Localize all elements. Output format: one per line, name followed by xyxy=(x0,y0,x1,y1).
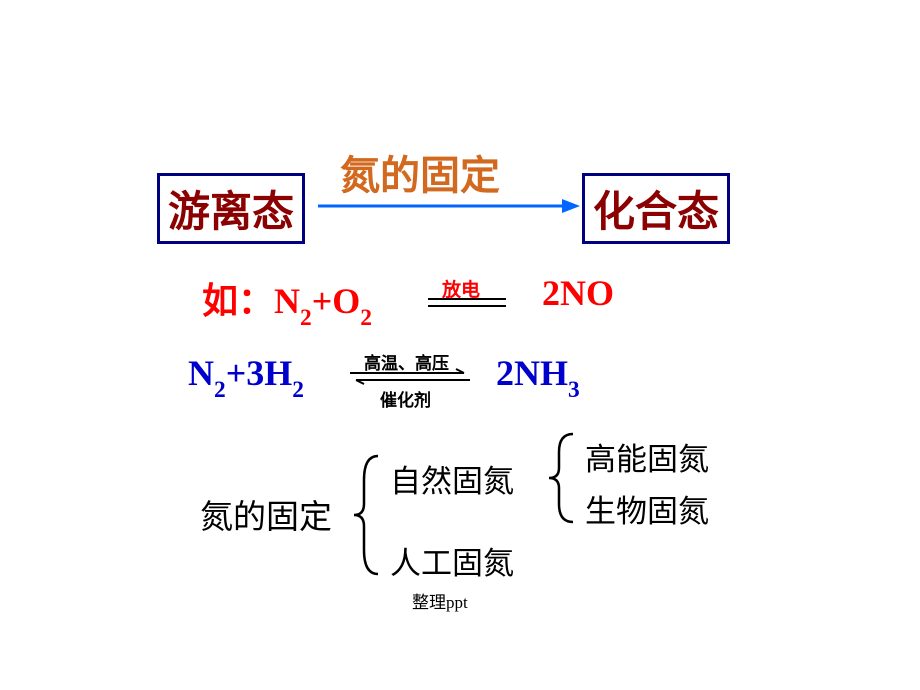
eq1-prefix: 如： xyxy=(202,281,274,321)
eq1-N-sub: 2 xyxy=(300,305,312,331)
eq1-N: N xyxy=(274,281,300,321)
eq2-prod-sub: 3 xyxy=(568,377,580,403)
box-right-text: 化合态 xyxy=(593,190,719,236)
brace-1-icon xyxy=(350,450,386,585)
eq2-N: N xyxy=(188,353,214,393)
hierarchy-root: 氮的固定 xyxy=(200,490,332,538)
hierarchy-leaf-2: 生物固氮 xyxy=(585,486,709,531)
equation-2: N2+3H2 xyxy=(188,352,304,400)
eq2-H-sub: 2 xyxy=(292,377,304,403)
arrow-icon xyxy=(318,196,580,221)
hierarchy-branch-2: 人工固氮 xyxy=(390,538,514,583)
eq2-prod-text: 2NH xyxy=(496,353,568,393)
eq1-product: 2NO xyxy=(542,272,614,314)
title-text: 氮的固定 xyxy=(340,143,500,201)
eq2-N-sub: 2 xyxy=(214,377,226,403)
eq2-condition-bottom: 催化剂 xyxy=(380,386,431,411)
brace-2-icon xyxy=(545,428,581,533)
eq2-product: 2NH3 xyxy=(496,352,580,400)
eq1-O-sub: 2 xyxy=(360,305,372,331)
box-combined-state: 化合态 xyxy=(582,173,730,244)
hierarchy-leaf-1: 高能固氮 xyxy=(585,434,709,479)
box-left-text: 游离态 xyxy=(168,190,294,236)
eq1-equals-icon xyxy=(428,296,506,315)
eq2-plus: +3H xyxy=(226,353,293,393)
box-free-state: 游离态 xyxy=(157,173,305,244)
footer-text: 整理ppt xyxy=(412,588,468,613)
eq1-plus: +O xyxy=(312,281,361,321)
equation-1: 如：N2+O2 xyxy=(202,272,372,328)
hierarchy-branch-1: 自然固氮 xyxy=(390,456,514,501)
slide-container: 氮的固定 游离态 化合态 如：N2+O2 放电 2NO N2+3H2 高温、高压 xyxy=(0,0,920,690)
